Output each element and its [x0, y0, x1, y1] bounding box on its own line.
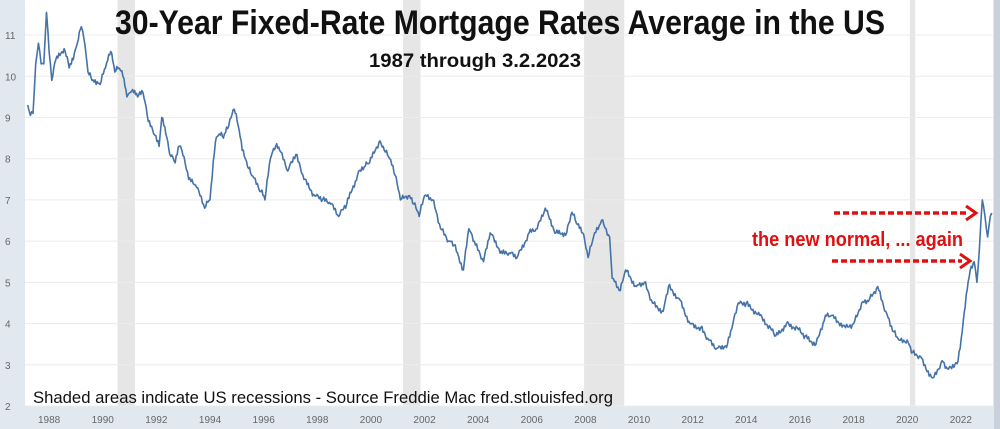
x-tick-label: 2010 [628, 415, 651, 426]
y-tick-label: 9 [5, 113, 11, 124]
x-tick-label: 2016 [789, 415, 812, 426]
chart-subtitle: 1987 through 3.2.2023 [369, 51, 581, 72]
y-axis: 2 3 4 5 6 7 8 9 10 11 [5, 31, 17, 413]
x-tick-label: 1988 [38, 415, 61, 426]
y-tick-label: 2 [5, 402, 11, 413]
x-tick-label: 1998 [306, 415, 329, 426]
x-tick-label: 1996 [253, 415, 276, 426]
source-note: Shaded areas indicate US recessions - So… [33, 388, 613, 407]
x-tick-label: 2012 [682, 415, 705, 426]
y-tick-label: 4 [5, 320, 11, 331]
upper-arrow-head-icon [965, 204, 979, 222]
gridlines [25, 34, 993, 407]
recession-shading [117, 0, 916, 406]
y-tick-label: 5 [5, 278, 11, 289]
y-tick-label: 11 [5, 31, 16, 42]
x-tick-label: 2002 [413, 415, 436, 426]
recession-band [117, 0, 135, 406]
series-line-mortgage-rate [26, 11, 993, 379]
x-tick-label: 2006 [521, 415, 544, 426]
recession-band [584, 0, 625, 406]
x-tick-label: 1990 [92, 415, 115, 426]
x-tick-label: 1994 [199, 415, 222, 426]
annotation-arrows [832, 204, 979, 270]
x-tick-label: 2020 [896, 415, 919, 426]
y-tick-label: 8 [5, 155, 11, 166]
x-tick-label: 2014 [735, 415, 758, 426]
x-tick-label: 2004 [467, 415, 490, 426]
plot-area [25, 0, 993, 406]
scrollbar[interactable] [994, 0, 1000, 429]
y-tick-label: 3 [5, 361, 11, 372]
y-tick-label: 7 [5, 196, 11, 207]
x-tick-label: 1992 [145, 415, 168, 426]
y-tick-label: 10 [5, 72, 17, 83]
y-tick-label: 6 [5, 237, 11, 248]
x-tick-label: 2000 [360, 415, 383, 426]
annotation-text: the new normal, ... again [752, 229, 963, 251]
x-tick-label: 2008 [574, 415, 597, 426]
chart-title: 30-Year Fixed-Rate Mortgage Rates Averag… [115, 4, 885, 42]
recession-band [909, 0, 916, 406]
x-axis: 1988 1990 1992 1994 1996 1998 2000 2002 2004 2006… [38, 415, 972, 426]
x-tick-label: 2022 [950, 415, 973, 426]
x-tick-label: 2018 [842, 415, 865, 426]
lower-arrow-head-icon [959, 252, 973, 270]
